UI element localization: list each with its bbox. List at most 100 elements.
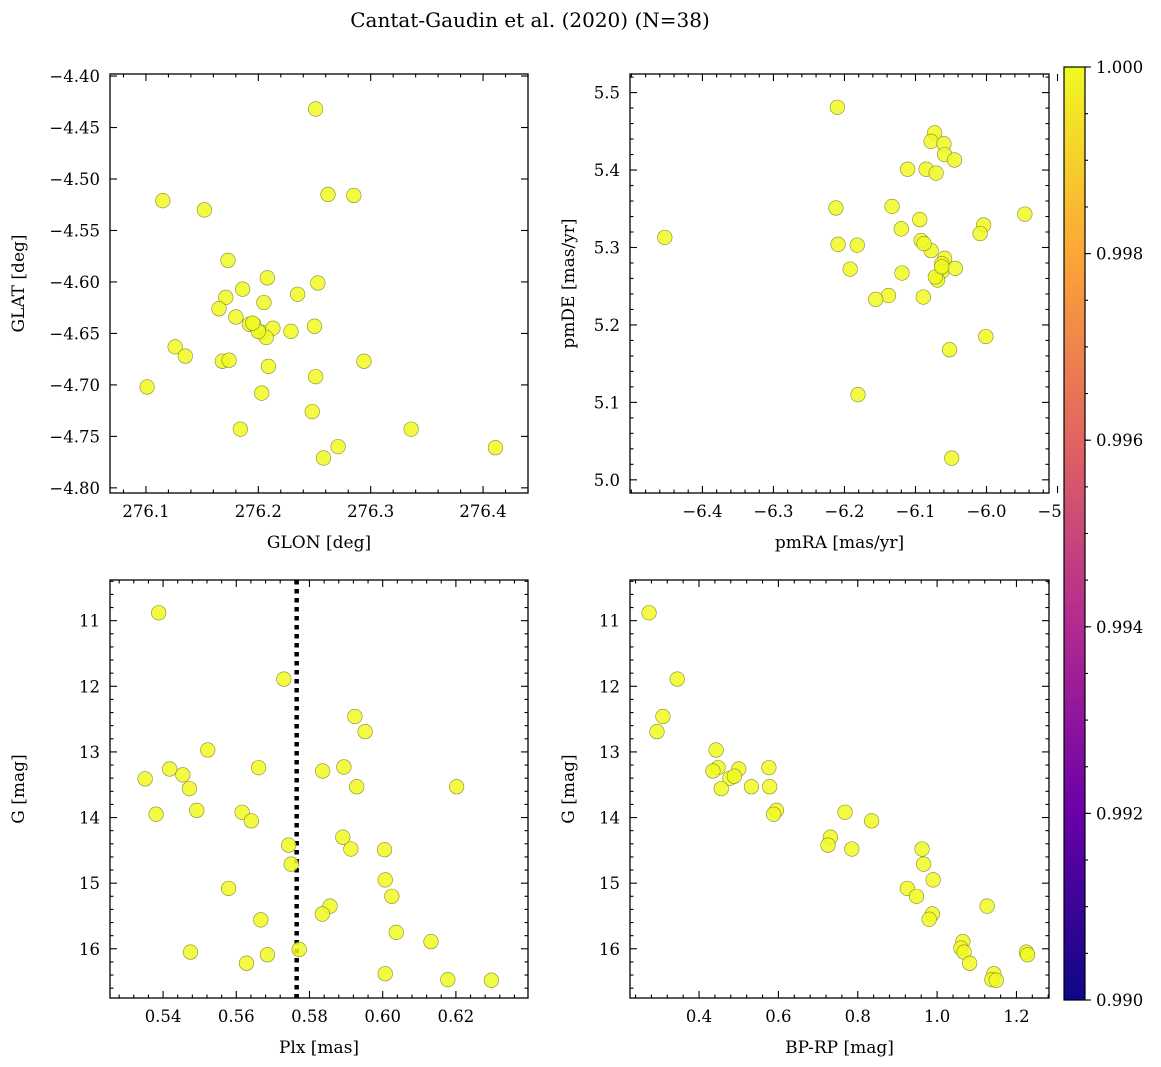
data-point (377, 872, 393, 888)
data-point (908, 888, 925, 904)
y-tick-label: 11 (79, 612, 100, 631)
data-point (766, 806, 782, 822)
data-point (221, 352, 237, 368)
data-point (290, 286, 306, 302)
panel-plx-g: 0.54 0.56 0.58 0.60 0.62 11 12 13 14 15 16 Plx [mas… (9, 579, 529, 1058)
data-point (893, 221, 909, 237)
x-tick-label: 0.54 (145, 1007, 182, 1026)
axes-frame (109, 73, 529, 494)
data-point (232, 421, 248, 437)
x-axis-label: GLON [deg] (267, 533, 371, 553)
data-point (941, 342, 958, 358)
y-tick-label: −4.60 (49, 273, 100, 292)
y-tick-label: 5.0 (594, 471, 620, 490)
data-point (175, 767, 191, 783)
data-point (837, 804, 853, 820)
data-point (336, 759, 352, 775)
data-point (314, 906, 330, 922)
data-point (944, 450, 960, 466)
data-point (483, 972, 499, 988)
y-tick-label: −4.65 (49, 324, 100, 343)
data-point (923, 133, 939, 149)
data-point (713, 781, 729, 797)
data-point (962, 955, 978, 971)
data-point (155, 193, 171, 209)
x-tick-label: 1.2 (1003, 1007, 1029, 1026)
data-point (669, 671, 685, 687)
data-point (849, 237, 865, 253)
data-point (356, 353, 372, 369)
data-point (423, 933, 439, 950)
x-tick-label: −6.4 (682, 502, 722, 521)
data-point (377, 966, 393, 982)
data-point (167, 339, 183, 355)
data-point (181, 781, 198, 797)
data-point (281, 837, 297, 853)
y-tick-label: 14 (79, 809, 100, 828)
data-point (200, 742, 216, 758)
data-point (196, 202, 212, 218)
data-point (346, 187, 362, 204)
colorbar-tick-label: 0.994 (1096, 618, 1143, 637)
data-point (844, 841, 860, 857)
y-tick-label: −4.40 (49, 67, 100, 86)
x-axis-label: BP-RP [mag] (785, 1038, 894, 1058)
y-tick-label: −4.80 (49, 479, 100, 498)
data-point (1017, 206, 1033, 222)
y-tick-label: 16 (599, 940, 620, 959)
y-tick-label: 5.5 (594, 84, 620, 103)
data-point (251, 760, 267, 776)
x-tick-label: 276.3 (347, 502, 394, 521)
x-tick-label: 276.2 (235, 502, 282, 521)
data-point (762, 779, 778, 795)
x-tick-label: 0.6 (765, 1007, 791, 1026)
data-point (1019, 947, 1036, 963)
data-point (900, 161, 916, 177)
data-point (335, 829, 351, 845)
data-point (649, 723, 665, 740)
y-tick-label: 13 (79, 743, 100, 762)
y-tick-label: 5.4 (594, 161, 620, 180)
data-point (304, 404, 320, 420)
data-point (182, 944, 199, 960)
data-point (440, 972, 456, 988)
data-point (912, 212, 928, 228)
data-point (916, 856, 932, 872)
data-point (934, 259, 950, 275)
x-tick-label: 0.60 (364, 1007, 401, 1026)
data-point (921, 911, 937, 927)
data-point (947, 260, 963, 276)
x-tick-label: 0.62 (438, 1007, 475, 1026)
data-point (655, 708, 671, 725)
y-axis-label: pmDE [mas/yr] (559, 218, 579, 348)
data-point (162, 761, 178, 777)
data-point (218, 289, 234, 305)
colorbar-tick-label: 0.990 (1096, 991, 1143, 1010)
data-point (260, 358, 277, 374)
y-tick-label: 16 (79, 940, 100, 959)
data-point (243, 813, 259, 829)
data-point (449, 779, 465, 795)
y-tick-label: −4.55 (49, 221, 100, 240)
data-point (487, 440, 504, 456)
y-tick-label: 14 (599, 809, 620, 828)
data-point (343, 841, 359, 857)
data-point (320, 186, 336, 203)
data-point (349, 779, 365, 795)
axes-frame (109, 579, 529, 999)
x-tick-label: 0.4 (686, 1007, 712, 1026)
data-point (979, 898, 995, 914)
y-tick-label: 11 (599, 612, 620, 631)
data-point (211, 301, 227, 317)
x-tick-label: 0.58 (291, 1007, 328, 1026)
data-point (726, 768, 742, 784)
data-point (829, 99, 845, 115)
data-point (914, 841, 930, 857)
data-point (228, 309, 244, 325)
data-point (234, 281, 251, 297)
colorbar-tick-label: 1.000 (1096, 58, 1143, 77)
data-point (137, 771, 153, 787)
data-point (384, 888, 400, 904)
colorbar-tick-label: 0.996 (1096, 431, 1143, 450)
colorbar-tick-label: 0.992 (1096, 804, 1143, 823)
